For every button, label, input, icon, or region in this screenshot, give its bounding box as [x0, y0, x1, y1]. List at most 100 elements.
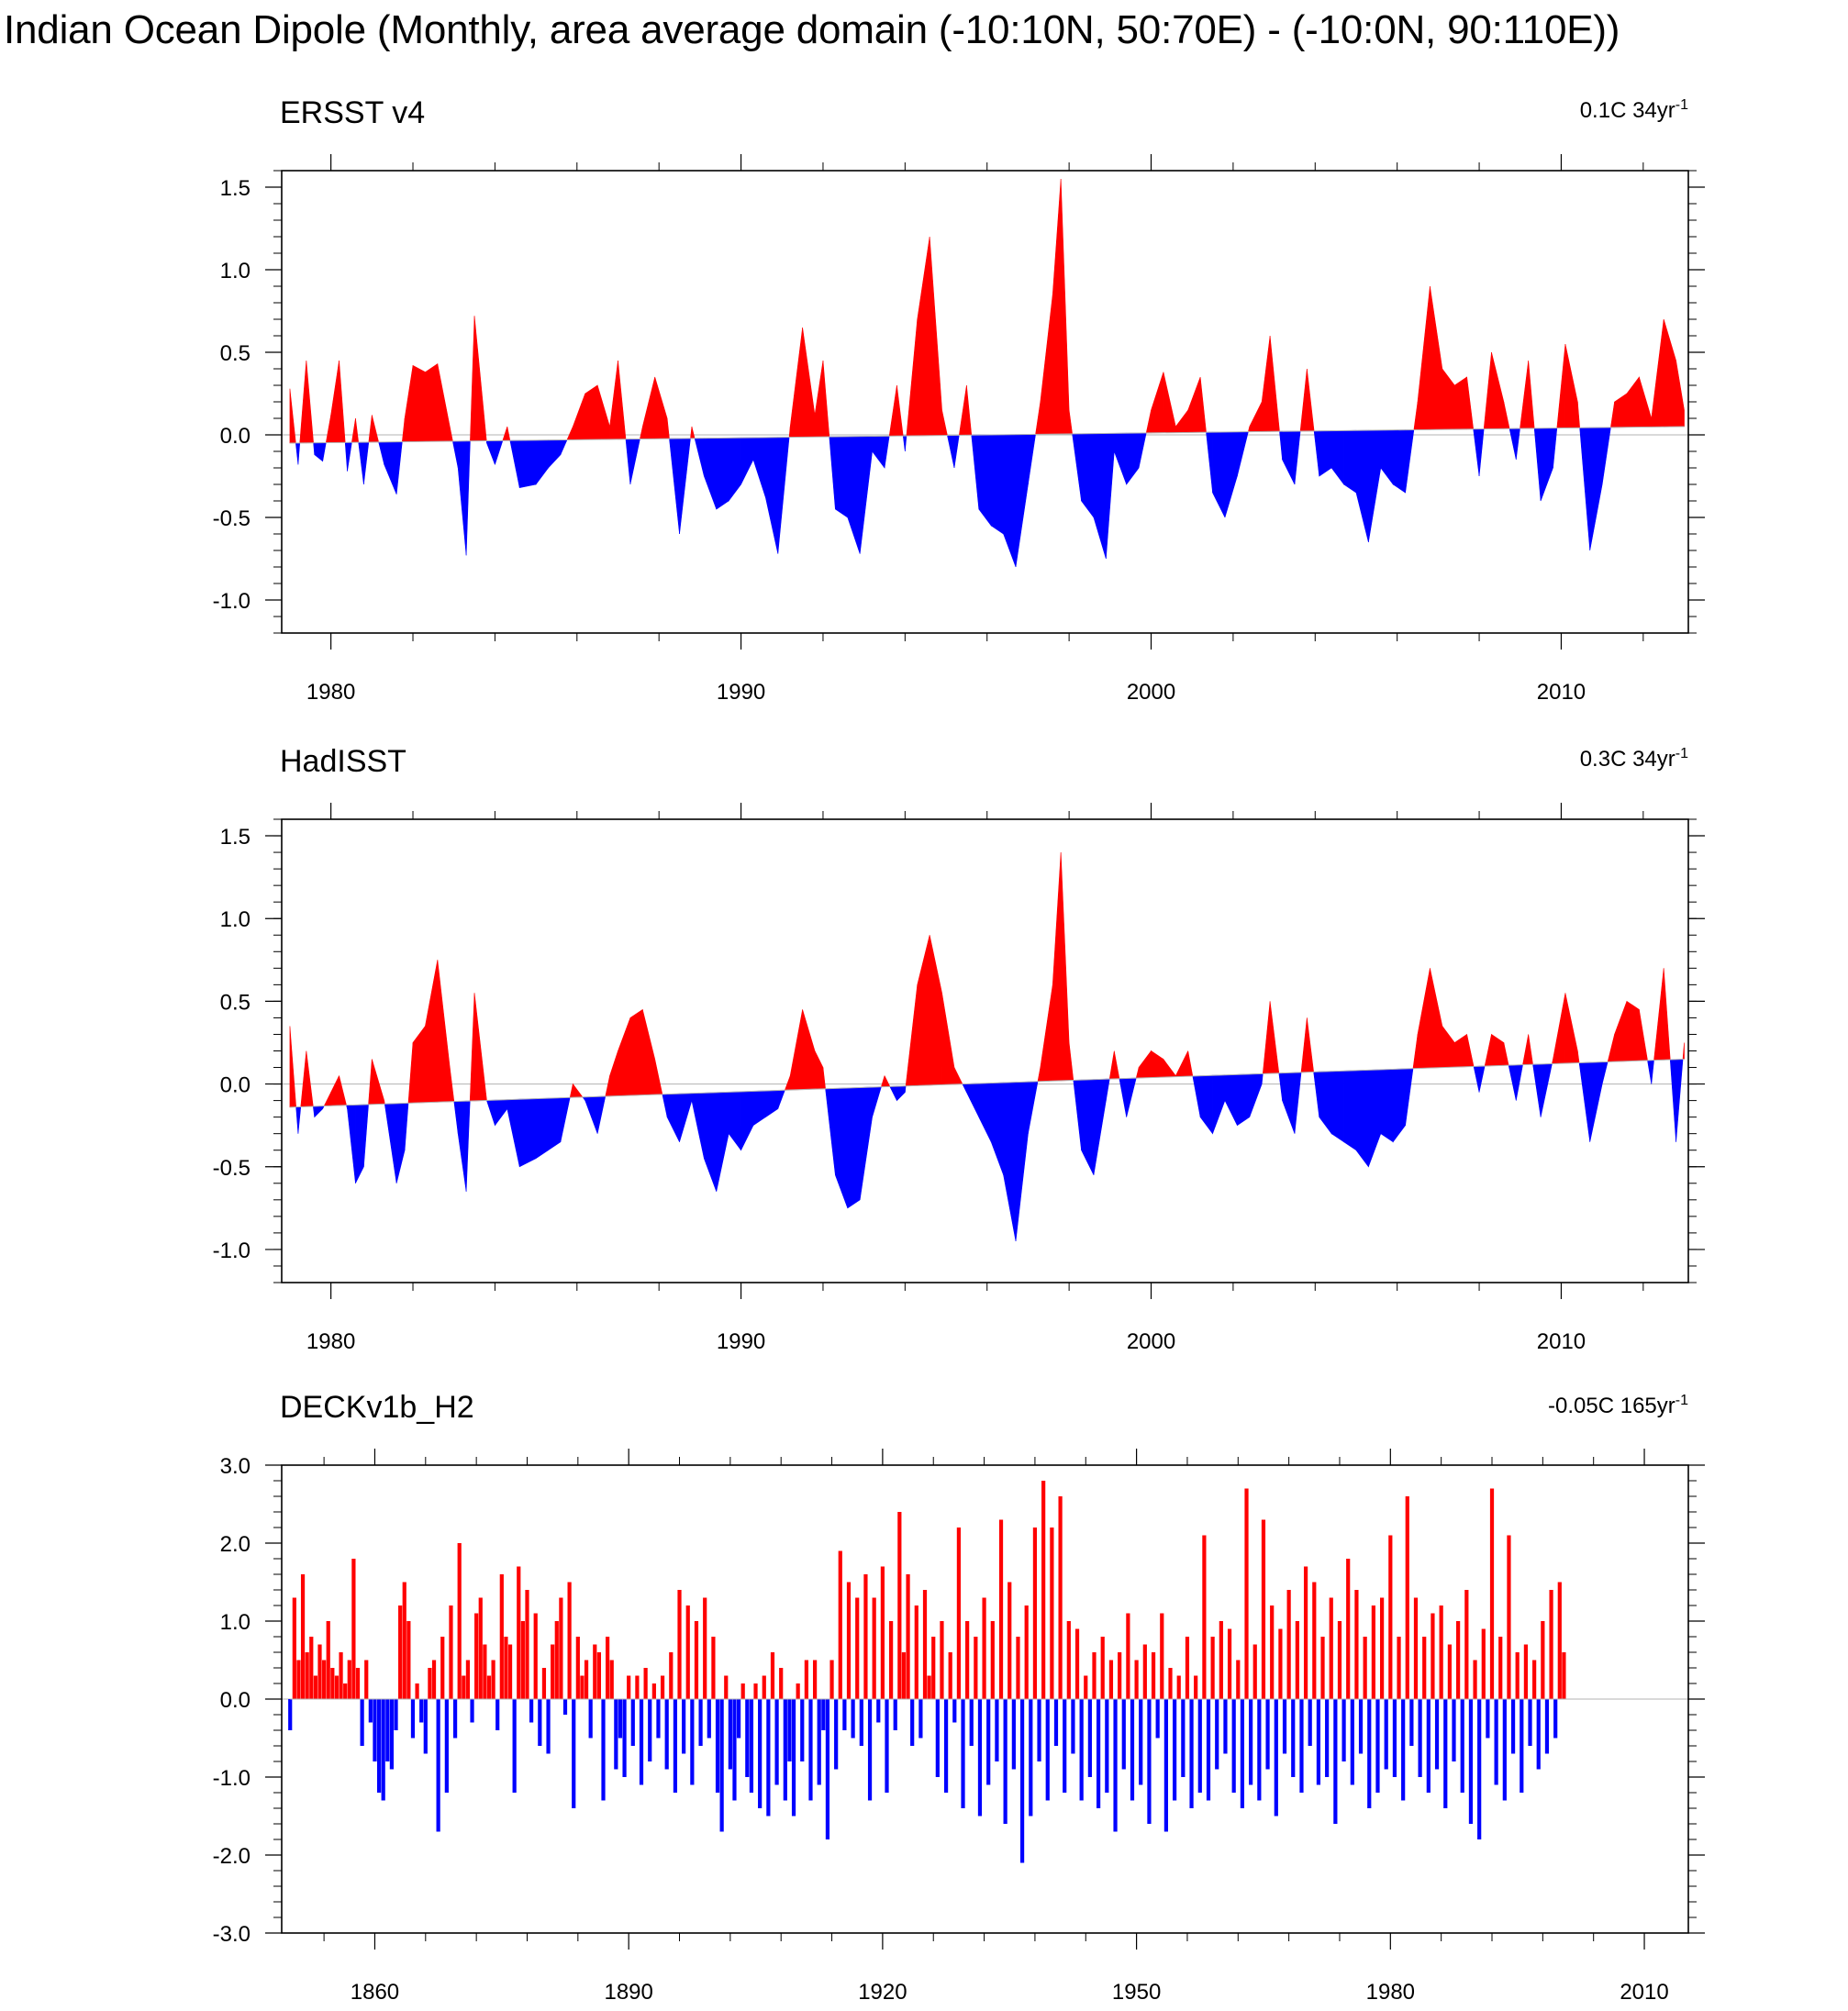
data-area [1413, 401, 1419, 430]
data-bar [694, 1621, 699, 1699]
data-bar [804, 1660, 808, 1699]
data-area [1528, 360, 1535, 429]
data-area [1473, 428, 1480, 477]
data-area [486, 1099, 495, 1126]
data-bar [1185, 1637, 1190, 1699]
data-bar [1113, 1699, 1118, 1832]
data-bar [1337, 1621, 1342, 1699]
data-area [1199, 376, 1207, 433]
data-bar [931, 1637, 936, 1699]
data-bar [491, 1660, 495, 1699]
data-area [1578, 1061, 1591, 1142]
data-area [1261, 1073, 1264, 1084]
data-bar [829, 1660, 834, 1699]
data-area [584, 1095, 598, 1134]
data-area [1106, 433, 1115, 560]
data-bar [1528, 1699, 1532, 1746]
data-bar [1341, 1699, 1346, 1761]
data-bar [606, 1637, 610, 1699]
data-area [384, 1103, 397, 1183]
data-bar [292, 1597, 296, 1699]
data-bar [1422, 1637, 1427, 1699]
y-tick-label: -1.0 [213, 589, 250, 614]
data-area [1453, 1033, 1467, 1068]
data-bar [1384, 1699, 1388, 1770]
data-bar [305, 1652, 309, 1699]
data-area [1269, 1001, 1280, 1074]
data-area [1533, 428, 1542, 502]
data-area [784, 1075, 791, 1091]
trend-label-ersst: 0.1C 34yr-1 [1580, 97, 1688, 123]
data-area [1675, 1059, 1684, 1142]
data-bar [745, 1699, 750, 1777]
data-area [1380, 429, 1394, 485]
data-area [704, 438, 718, 510]
data-area [629, 1008, 643, 1096]
y-tick-label: 1.5 [220, 176, 250, 201]
data-bar [872, 1597, 876, 1699]
data-bar [1265, 1699, 1270, 1770]
data-bar [588, 1699, 593, 1739]
data-bar [1498, 1637, 1503, 1699]
data-area [1052, 852, 1062, 1082]
data-area [1294, 430, 1301, 485]
data-bar [1134, 1660, 1139, 1699]
data-bar [1473, 1660, 1477, 1699]
data-area [905, 1085, 907, 1093]
data-bar [1363, 1637, 1367, 1699]
data-area [1135, 1067, 1140, 1079]
data-bar [410, 1699, 416, 1739]
data-bar [444, 1699, 449, 1793]
data-bar [1079, 1699, 1084, 1801]
data-bar [470, 1699, 474, 1723]
data-area [1224, 1073, 1238, 1126]
data-area [953, 435, 960, 469]
data-area [990, 1082, 1004, 1175]
data-area [509, 439, 520, 488]
data-area [372, 415, 380, 443]
data-bar [1316, 1699, 1321, 1785]
data-area [457, 440, 467, 556]
data-area [691, 426, 696, 439]
x-tick-label: 1860 [351, 1980, 399, 2005]
data-area [548, 439, 562, 469]
data-bar [812, 1660, 818, 1699]
data-area [1249, 401, 1263, 432]
data-bar [808, 1699, 813, 1801]
data-area [368, 1059, 373, 1105]
trend-label-hadisst: 0.3C 34yr-1 [1580, 746, 1688, 772]
data-area [1442, 368, 1455, 430]
data-area [642, 1009, 656, 1095]
data-area [1175, 409, 1189, 433]
data-area [917, 935, 930, 1086]
data-area [1224, 431, 1238, 518]
data-area [1294, 1072, 1302, 1134]
data-bar [440, 1637, 445, 1699]
data-area [1484, 1034, 1492, 1067]
data-bar [1418, 1699, 1422, 1777]
data-area [962, 1083, 967, 1093]
data-bar [1447, 1644, 1452, 1699]
data-bar [732, 1699, 737, 1801]
data-area [1491, 351, 1505, 429]
data-bar [551, 1644, 555, 1699]
data-area [560, 439, 568, 455]
data-area [789, 1009, 803, 1091]
data-area [625, 439, 631, 485]
data-area [330, 360, 340, 443]
data-area [502, 426, 508, 441]
y-tick-label: 0.0 [220, 424, 250, 449]
data-bar [838, 1550, 842, 1699]
data-area [1151, 1050, 1164, 1078]
data-bar [863, 1574, 868, 1699]
data-area [1307, 1017, 1314, 1072]
data-bar [1181, 1699, 1186, 1777]
data-area [314, 1105, 323, 1118]
data-area [1037, 1067, 1041, 1083]
data-area [971, 434, 980, 510]
data-bar [1032, 1528, 1038, 1699]
data-area [1466, 376, 1475, 430]
data-area [1405, 1068, 1414, 1126]
data-bar [495, 1699, 500, 1730]
data-area [596, 384, 610, 440]
